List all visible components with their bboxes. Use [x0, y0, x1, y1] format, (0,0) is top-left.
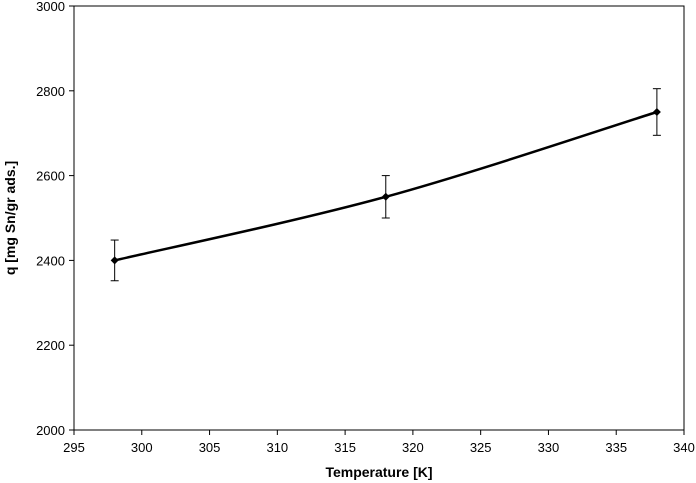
x-axis: 295 300 305 310 315 320 325 330 335 340 [63, 430, 695, 455]
y-axis-title: q [mg Sn/gr ads.] [2, 161, 18, 275]
x-tick-label: 305 [199, 440, 221, 455]
x-axis-title: Temperature [K] [325, 464, 432, 480]
x-tick-label: 335 [605, 440, 627, 455]
y-tick-label: 2800 [36, 84, 65, 99]
x-tick-label: 295 [63, 440, 85, 455]
y-tick-label: 2200 [36, 338, 65, 353]
series-layer [110, 88, 661, 282]
x-tick-label: 310 [266, 440, 288, 455]
x-tick-label: 320 [402, 440, 424, 455]
y-tick-label: 2600 [36, 169, 65, 184]
x-tick-label: 330 [538, 440, 560, 455]
x-tick-label: 340 [673, 440, 695, 455]
x-tick-label: 300 [131, 440, 153, 455]
data-point-marker [381, 192, 390, 201]
x-tick-label: 325 [470, 440, 492, 455]
data-point-marker [652, 108, 661, 116]
y-tick-label: 2400 [36, 253, 65, 268]
plot-area-frame [73, 5, 685, 431]
y-tick-label: 2000 [36, 423, 65, 438]
y-axis: 2000 2200 2400 2600 2800 3000 [36, 0, 74, 438]
x-tick-label: 315 [334, 440, 356, 455]
y-tick-label: 3000 [36, 0, 65, 14]
data-point-marker [110, 256, 119, 265]
